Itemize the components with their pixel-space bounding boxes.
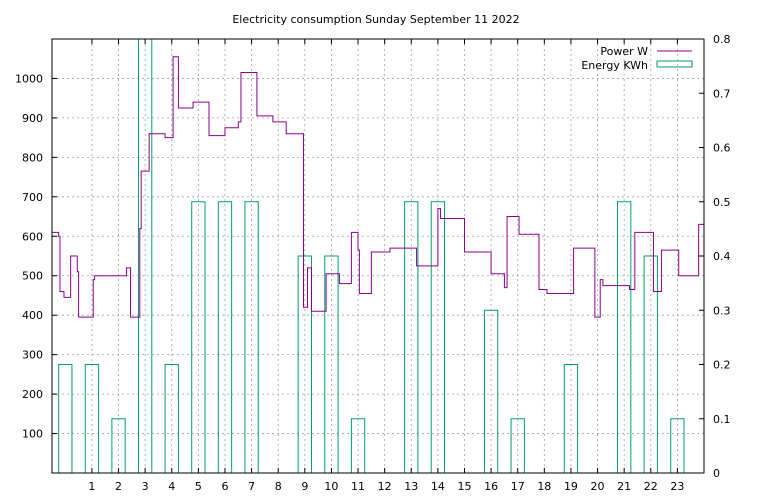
power-line xyxy=(52,56,705,318)
x-tick-label: 2 xyxy=(115,480,122,493)
y2-tick-label: 0.2 xyxy=(713,359,731,372)
x-tick-label: 6 xyxy=(221,480,228,493)
legend-sample-energy xyxy=(656,60,693,68)
y-tick-label: 800 xyxy=(22,151,43,164)
x-tick-label: 7 xyxy=(248,480,255,493)
x-tick-label: 17 xyxy=(511,480,525,493)
x-tick-label: 1 xyxy=(88,480,95,493)
y2-tick-label: 0.4 xyxy=(713,250,731,263)
x-tick-label: 5 xyxy=(195,480,202,493)
legend-label-energy: Energy KWh xyxy=(581,59,648,72)
x-tick-label: 18 xyxy=(537,480,551,493)
x-tick-label: 4 xyxy=(168,480,175,493)
x-tick-label: 11 xyxy=(351,480,365,493)
y2-tick-label: 0 xyxy=(713,467,720,480)
x-tick-label: 12 xyxy=(378,480,392,493)
y-tick-label: 200 xyxy=(22,388,43,401)
y-tick-label: 300 xyxy=(22,349,43,362)
x-tick-label: 14 xyxy=(431,480,445,493)
energy-bar xyxy=(404,201,419,474)
chart-title: Electricity consumption Sunday September… xyxy=(232,13,519,26)
x-tick-label: 9 xyxy=(301,480,308,493)
y2-tick-label: 0.1 xyxy=(713,413,731,426)
plot-frame xyxy=(51,38,705,474)
x-tick-label: 23 xyxy=(670,480,684,493)
y-tick-label: 700 xyxy=(22,191,43,204)
x-tick-label: 8 xyxy=(275,480,282,493)
x-tick-label: 22 xyxy=(644,480,658,493)
energy-bar xyxy=(191,201,206,474)
x-tick-label: 16 xyxy=(484,480,498,493)
x-tick-label: 21 xyxy=(617,480,631,493)
y2-tick-label: 0.6 xyxy=(713,142,731,155)
x-tick-label: 20 xyxy=(591,480,605,493)
y-tick-label: 1000 xyxy=(15,72,43,85)
legend: Power W Energy KWh xyxy=(581,45,693,72)
x-tick-label: 10 xyxy=(324,480,338,493)
energy-bar xyxy=(58,364,73,474)
energy-bar xyxy=(244,201,259,474)
legend-label-power: Power W xyxy=(600,45,648,58)
y-tick-label: 900 xyxy=(22,112,43,125)
energy-bar xyxy=(617,201,632,474)
energy-bar xyxy=(217,201,233,474)
axis-ticks: 1 2 3 4 5 6 7 8 9 10 11 12 13 14 15 16 17 18 19 20 21 22 23100… xyxy=(15,33,731,493)
y2-tick-label: 0.8 xyxy=(713,33,731,46)
y2-tick-label: 0.5 xyxy=(713,196,731,209)
x-tick-label: 19 xyxy=(564,480,578,493)
power-line-layer xyxy=(52,56,705,318)
y-tick-label: 400 xyxy=(22,309,43,322)
y-tick-label: 600 xyxy=(22,230,43,243)
y-tick-label: 500 xyxy=(22,270,43,283)
y2-tick-label: 0.7 xyxy=(713,87,731,100)
grid xyxy=(52,39,704,473)
x-tick-label: 3 xyxy=(142,480,149,493)
x-tick-label: 15 xyxy=(457,480,471,493)
x-tick-label: 13 xyxy=(404,480,418,493)
y2-tick-label: 0.3 xyxy=(713,304,731,317)
y-tick-label: 100 xyxy=(22,428,43,441)
